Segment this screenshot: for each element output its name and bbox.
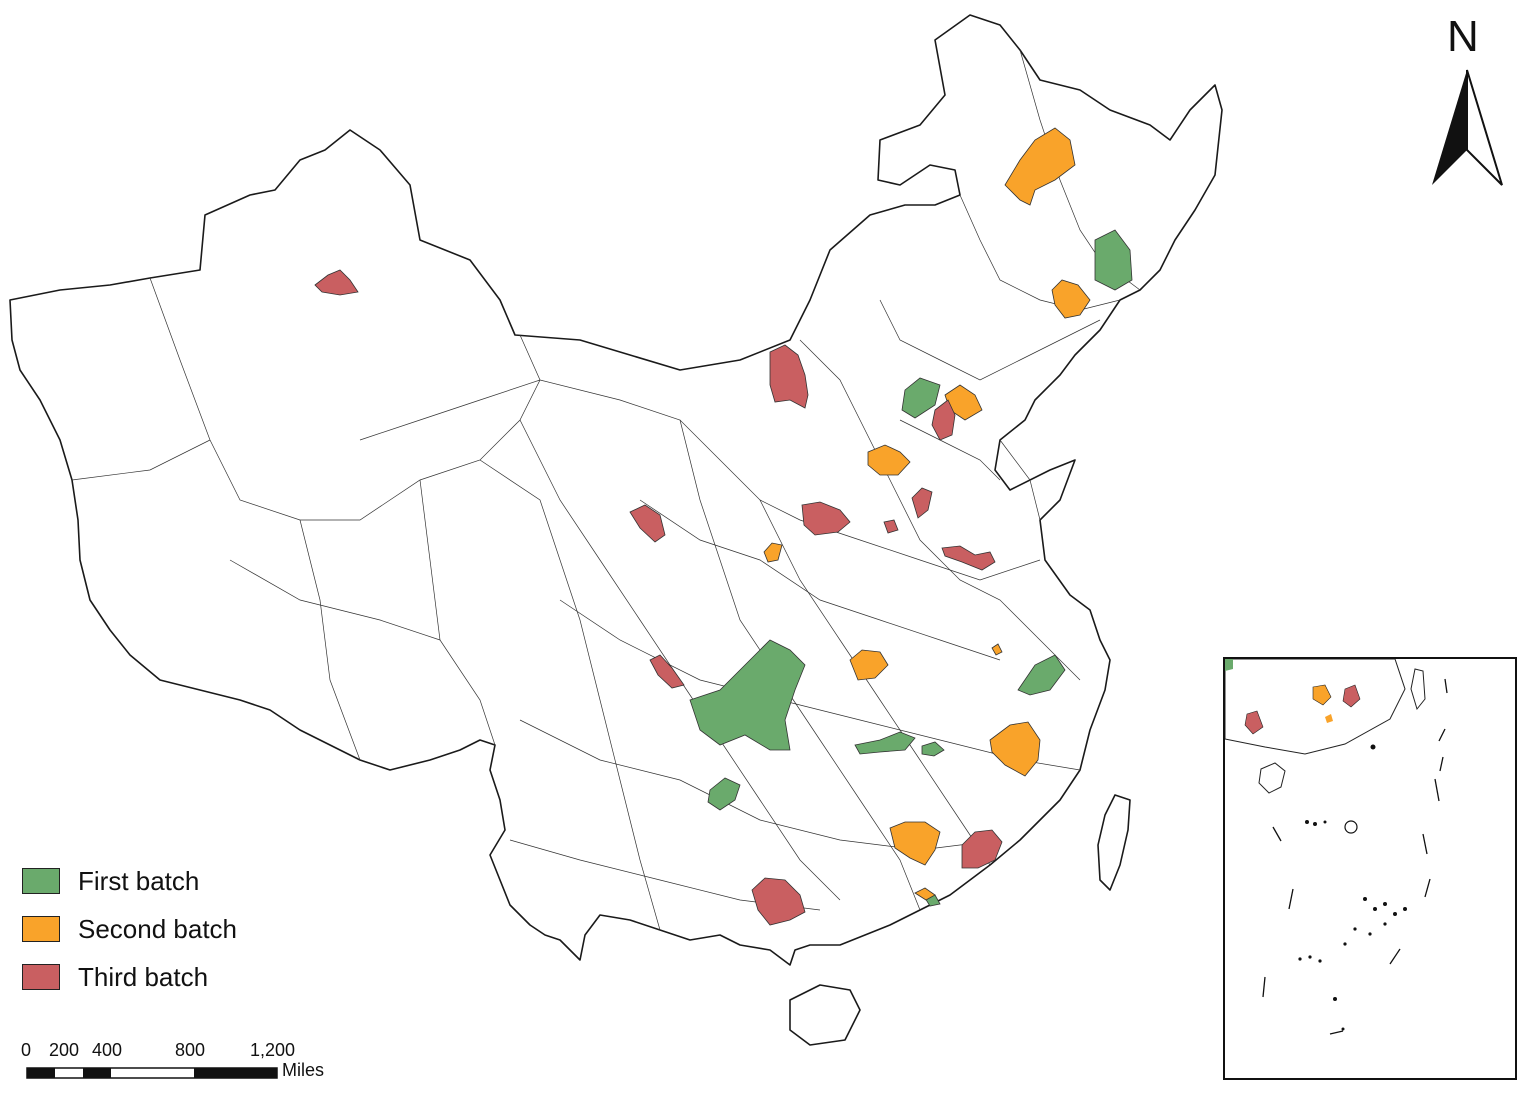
region-first-batch <box>689 639 806 751</box>
legend-item-second-batch: Second batch <box>22 905 237 953</box>
legend-swatch-first <box>22 868 60 894</box>
region-second-batch <box>867 444 911 476</box>
region-third-batch <box>751 877 806 926</box>
legend-item-first-batch: First batch <box>22 857 237 905</box>
scale-unit: Miles <box>282 1060 325 1080</box>
region-second-batch <box>914 887 936 901</box>
region-first-batch <box>1017 654 1066 696</box>
region-second-batch <box>849 649 889 681</box>
country-outline <box>9 14 1223 966</box>
region-third-batch <box>931 399 956 441</box>
north-arrow-icon <box>1432 69 1503 186</box>
legend-swatch-third <box>22 964 60 990</box>
region-third-batch <box>629 504 666 543</box>
scale-label: 0 <box>21 1040 32 1060</box>
region-third-batch <box>314 269 359 296</box>
legend-label-second: Second batch <box>78 913 238 944</box>
hainan-island <box>789 984 861 1046</box>
region-first-batch <box>854 731 916 755</box>
second-batch-regions <box>763 127 1091 901</box>
scale-label: 200 <box>49 1040 80 1060</box>
region-second-batch <box>989 721 1041 777</box>
legend-label-first: First batch <box>78 865 200 896</box>
region-second-batch <box>991 643 1003 656</box>
legend-item-third-batch: Third batch <box>22 953 237 1001</box>
legend-label-third: Third batch <box>78 961 209 992</box>
scale-bar <box>26 1067 278 1079</box>
region-first-batch <box>1094 229 1133 291</box>
region-third-batch <box>941 545 996 571</box>
region-third-batch <box>961 829 1003 869</box>
region-third-batch <box>883 519 899 534</box>
region-second-batch <box>1051 279 1091 319</box>
region-first-batch <box>707 777 741 811</box>
region-second-batch <box>763 542 783 563</box>
region-second-batch <box>1004 127 1076 206</box>
scale-label: 400 <box>92 1040 123 1060</box>
scale-label: 1,200 <box>250 1040 296 1060</box>
south-china-sea-inset <box>1223 657 1517 1080</box>
region-third-batch <box>649 654 685 689</box>
third-batch-regions <box>314 269 1003 926</box>
north-label: N <box>1447 12 1479 61</box>
region-first-batch <box>901 377 941 419</box>
region-second-batch <box>889 821 941 866</box>
legend: First batch Second batch Third batch <box>22 857 237 1001</box>
scale-label: 800 <box>175 1040 206 1060</box>
region-third-batch <box>801 501 851 536</box>
taiwan-island <box>1097 794 1131 891</box>
internal-boundaries <box>71 49 1141 931</box>
first-batch-regions <box>689 229 1133 907</box>
region-third-batch <box>769 344 809 409</box>
legend-swatch-second <box>22 916 60 942</box>
region-third-batch <box>911 487 933 519</box>
region-first-batch <box>921 741 945 757</box>
